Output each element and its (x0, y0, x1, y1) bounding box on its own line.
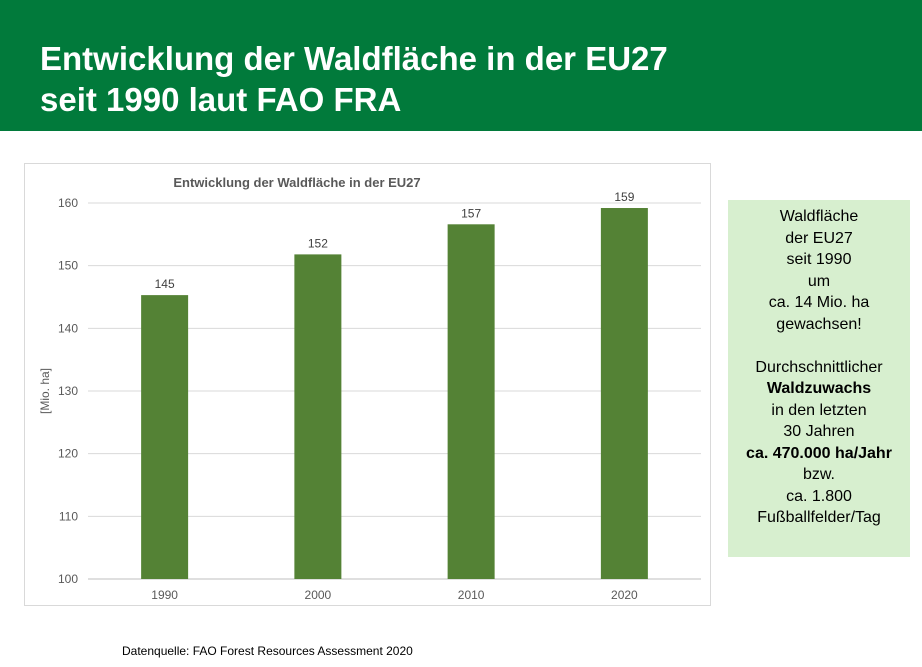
data-label: 145 (155, 277, 175, 291)
x-tick-label: 2020 (611, 588, 638, 602)
info-line: bzw. (802, 466, 835, 483)
bar-2020 (600, 208, 648, 579)
y-tick-label: 130 (58, 384, 78, 398)
info-line: gewachsen! (776, 315, 862, 333)
page-title: Entwicklung der Waldfläche in der EU27 s… (40, 38, 668, 120)
x-tick-label: 2000 (305, 588, 332, 602)
y-tick-label: 110 (59, 509, 78, 523)
bar-2010 (447, 224, 495, 579)
chart-area: Entwicklung der Waldfläche in der EU27 10… (24, 163, 711, 606)
x-tick-label: 2010 (458, 588, 485, 602)
data-source-note: Datenquelle: FAO Forest Resources Assess… (122, 644, 413, 658)
info-line: Durchschnittlicher (755, 358, 883, 376)
chart-title: Entwicklung der Waldfläche in der EU27 (173, 175, 420, 190)
y-tick-label: 150 (58, 259, 78, 273)
data-label: 159 (614, 190, 634, 204)
info-line: Fußballfelder/Tag (757, 509, 881, 526)
info-line: 30 Jahren (783, 423, 855, 440)
info-spacer (728, 335, 910, 357)
info-line: ca. 470.000 ha/Jahr (746, 444, 892, 462)
bar-chart: Entwicklung der Waldfläche in der EU27 10… (38, 175, 701, 602)
info-line: seit 1990 (786, 251, 852, 268)
page-title-line-2: seit 1990 laut FAO FRA (40, 81, 402, 118)
info-line: in den letzten (771, 401, 867, 419)
info-line: ca. 1.800 (786, 487, 852, 505)
info-line: ca. 14 Mio. ha (768, 294, 870, 311)
info-line: um (807, 272, 831, 290)
page-title-line-1: Entwicklung der Waldfläche in der EU27 (40, 40, 668, 77)
bar-2000 (294, 254, 342, 579)
data-label: 152 (308, 236, 328, 250)
info-line: Waldzuwachs (766, 380, 872, 397)
title-banner: Entwicklung der Waldfläche in der EU27 s… (0, 0, 922, 131)
y-tick-label: 100 (58, 572, 78, 586)
info-line: der EU27 (785, 229, 853, 247)
data-label: 157 (461, 206, 481, 220)
y-axis-label: [Mio. ha] (38, 368, 52, 414)
y-tick-label: 120 (58, 447, 78, 461)
info-line: Waldfläche (779, 208, 859, 225)
y-tick-label: 140 (58, 321, 78, 335)
info-box: Waldfläche der EU27 seit 1990 um ca. 14 Mio.… (728, 200, 910, 557)
bar-1990 (141, 295, 189, 579)
y-tick-label: 160 (58, 196, 78, 210)
x-tick-label: 1990 (151, 588, 178, 602)
